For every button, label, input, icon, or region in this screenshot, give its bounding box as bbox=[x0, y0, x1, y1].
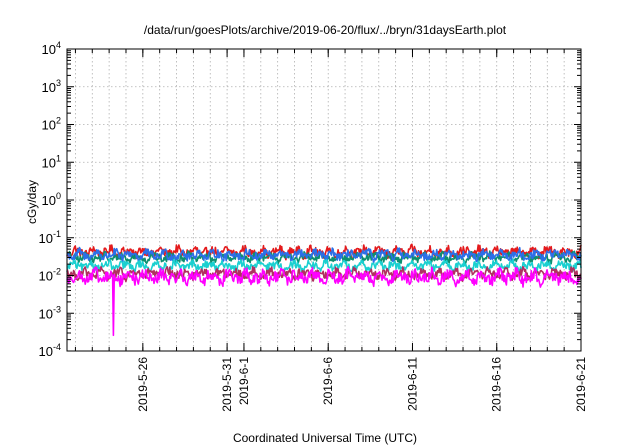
x-tick-label: 2019-6-16 bbox=[490, 357, 504, 412]
x-tick-labels: 2019-5-26 2019-5-31 2019-6-1 2019-6-6 2019-6… bbox=[136, 357, 588, 412]
y-tick-label: 10-3 bbox=[39, 304, 61, 321]
x-axis-label: Coordinated Universal Time (UTC) bbox=[233, 431, 417, 445]
y-tick-label: 103 bbox=[42, 78, 61, 95]
y-tick-label: 10-4 bbox=[39, 342, 61, 359]
series-line bbox=[66, 265, 582, 337]
y-tick-labels: 10-4 10-3 10-2 10-1 100 101 102 103 104 bbox=[39, 40, 61, 359]
y-axis-label: cGy/day bbox=[25, 180, 39, 224]
series-line bbox=[66, 258, 582, 274]
y-tick-label: 104 bbox=[42, 40, 61, 57]
x-tick-label: 2019-6-11 bbox=[405, 357, 419, 411]
x-tick-label: 2019-6-21 bbox=[574, 357, 588, 412]
y-tick-label: 101 bbox=[42, 153, 61, 170]
x-tick-label: 2019-5-26 bbox=[136, 357, 150, 412]
y-tick-label: 100 bbox=[42, 191, 61, 208]
x-tick-label: 2019-5-31 bbox=[220, 357, 234, 412]
chart-title: /data/run/goesPlots/archive/2019-06-20/f… bbox=[144, 23, 507, 37]
series-line bbox=[66, 246, 582, 264]
y-tick-label: 10-1 bbox=[39, 229, 61, 246]
axis-ticks bbox=[67, 48, 582, 352]
grid-lines bbox=[67, 49, 581, 351]
x-tick-label: 2019-6-1 bbox=[237, 357, 251, 405]
series-layer bbox=[66, 243, 582, 337]
x-tick-label: 2019-6-6 bbox=[321, 357, 335, 405]
y-tick-label: 10-2 bbox=[39, 267, 61, 284]
y-tick-label: 102 bbox=[42, 116, 61, 133]
